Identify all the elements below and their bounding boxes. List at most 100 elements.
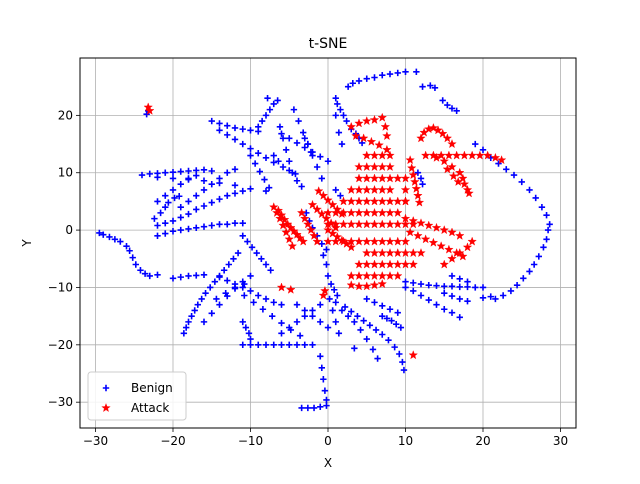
data-point-benign bbox=[402, 284, 409, 291]
data-point-benign bbox=[278, 301, 285, 308]
data-point-benign bbox=[530, 261, 538, 268]
data-point-attack bbox=[442, 133, 453, 143]
x-tick-label: 20 bbox=[475, 434, 490, 448]
data-point-attack bbox=[451, 150, 462, 160]
data-point-attack bbox=[318, 290, 329, 300]
data-point-attack bbox=[307, 199, 318, 209]
data-point-benign bbox=[290, 106, 298, 113]
data-point-attack bbox=[369, 184, 380, 194]
data-point-benign bbox=[146, 170, 153, 178]
data-point-benign bbox=[270, 152, 277, 159]
data-point-benign bbox=[231, 124, 239, 132]
data-point-benign bbox=[324, 158, 332, 165]
y-tick-label: −20 bbox=[48, 338, 73, 352]
data-point-attack bbox=[385, 196, 395, 206]
data-point-benign bbox=[207, 284, 214, 291]
data-point-attack bbox=[286, 284, 296, 294]
data-point-attack bbox=[309, 230, 319, 240]
data-point-benign bbox=[202, 289, 209, 297]
data-point-attack bbox=[462, 242, 473, 252]
data-point-benign bbox=[448, 105, 456, 112]
data-point-benign bbox=[472, 284, 479, 291]
data-point-attack bbox=[459, 150, 470, 160]
data-point-benign bbox=[177, 168, 184, 175]
data-point-benign bbox=[538, 203, 546, 211]
data-point-benign bbox=[410, 287, 417, 295]
data-point-attack bbox=[338, 207, 349, 217]
data-point-benign bbox=[492, 295, 499, 303]
data-point-benign bbox=[520, 275, 527, 282]
data-point-benign bbox=[386, 70, 394, 78]
y-tick-label: 10 bbox=[58, 166, 73, 180]
data-point-benign bbox=[448, 283, 456, 290]
data-point-benign bbox=[419, 83, 426, 90]
data-point-benign bbox=[309, 341, 316, 349]
data-point-benign bbox=[343, 117, 350, 125]
data-point-attack bbox=[362, 184, 372, 194]
data-point-benign bbox=[169, 275, 177, 282]
data-point-attack bbox=[439, 259, 449, 269]
data-point-attack bbox=[393, 259, 403, 269]
data-point-attack bbox=[393, 207, 403, 217]
data-point-benign bbox=[391, 343, 398, 351]
data-point-attack bbox=[411, 183, 422, 193]
data-point-attack bbox=[400, 173, 411, 183]
data-point-benign bbox=[402, 68, 409, 75]
data-point-benign bbox=[225, 261, 232, 268]
data-point-benign bbox=[286, 341, 293, 349]
data-point-benign bbox=[200, 202, 208, 210]
data-point-benign bbox=[262, 295, 270, 303]
data-point-benign bbox=[396, 350, 403, 358]
data-point-benign bbox=[222, 289, 229, 297]
data-point-benign bbox=[231, 190, 239, 197]
data-point-benign bbox=[326, 295, 333, 303]
data-point-benign bbox=[439, 97, 446, 104]
data-point-benign bbox=[456, 275, 463, 283]
data-point-benign bbox=[270, 341, 277, 349]
data-point-benign bbox=[231, 182, 239, 189]
data-point-benign bbox=[154, 222, 161, 229]
data-point-benign bbox=[379, 312, 386, 320]
data-point-attack bbox=[327, 228, 338, 238]
data-point-benign bbox=[360, 317, 367, 324]
data-point-attack bbox=[275, 213, 285, 223]
data-point-benign bbox=[255, 292, 262, 299]
legend: Benign Attack bbox=[87, 371, 187, 421]
series-attack bbox=[143, 102, 507, 360]
data-point-attack bbox=[366, 136, 377, 146]
data-point-benign bbox=[191, 307, 198, 314]
data-point-benign bbox=[169, 186, 177, 194]
data-point-benign bbox=[169, 217, 177, 225]
data-point-attack bbox=[354, 173, 364, 183]
data-point-attack bbox=[272, 207, 282, 217]
y-axis-label: Y bbox=[20, 239, 34, 248]
data-point-attack bbox=[338, 219, 349, 229]
data-point-attack bbox=[369, 270, 380, 281]
data-point-attack bbox=[439, 156, 449, 166]
data-point-benign bbox=[292, 170, 299, 178]
data-point-benign bbox=[239, 232, 246, 240]
data-point-attack bbox=[400, 236, 411, 246]
data-point-benign bbox=[444, 101, 451, 109]
data-point-benign bbox=[441, 306, 448, 313]
data-point-benign bbox=[111, 236, 119, 243]
data-point-benign bbox=[335, 330, 343, 337]
data-point-benign bbox=[200, 271, 208, 279]
data-point-attack bbox=[303, 219, 313, 229]
data-point-attack bbox=[362, 270, 372, 281]
data-point-attack bbox=[385, 248, 395, 258]
data-point-benign bbox=[193, 206, 200, 213]
data-point-benign bbox=[162, 169, 169, 176]
data-point-attack bbox=[377, 173, 387, 183]
data-point-benign bbox=[275, 158, 282, 165]
data-point-benign bbox=[126, 247, 133, 254]
data-point-attack bbox=[369, 236, 380, 246]
data-point-attack bbox=[306, 225, 316, 235]
data-point-attack bbox=[369, 280, 380, 290]
data-point-benign bbox=[334, 100, 341, 108]
data-point-benign bbox=[499, 292, 507, 299]
data-point-benign bbox=[327, 280, 335, 288]
data-point-attack bbox=[413, 190, 423, 200]
data-point-benign bbox=[239, 187, 246, 195]
data-point-benign bbox=[425, 281, 432, 289]
